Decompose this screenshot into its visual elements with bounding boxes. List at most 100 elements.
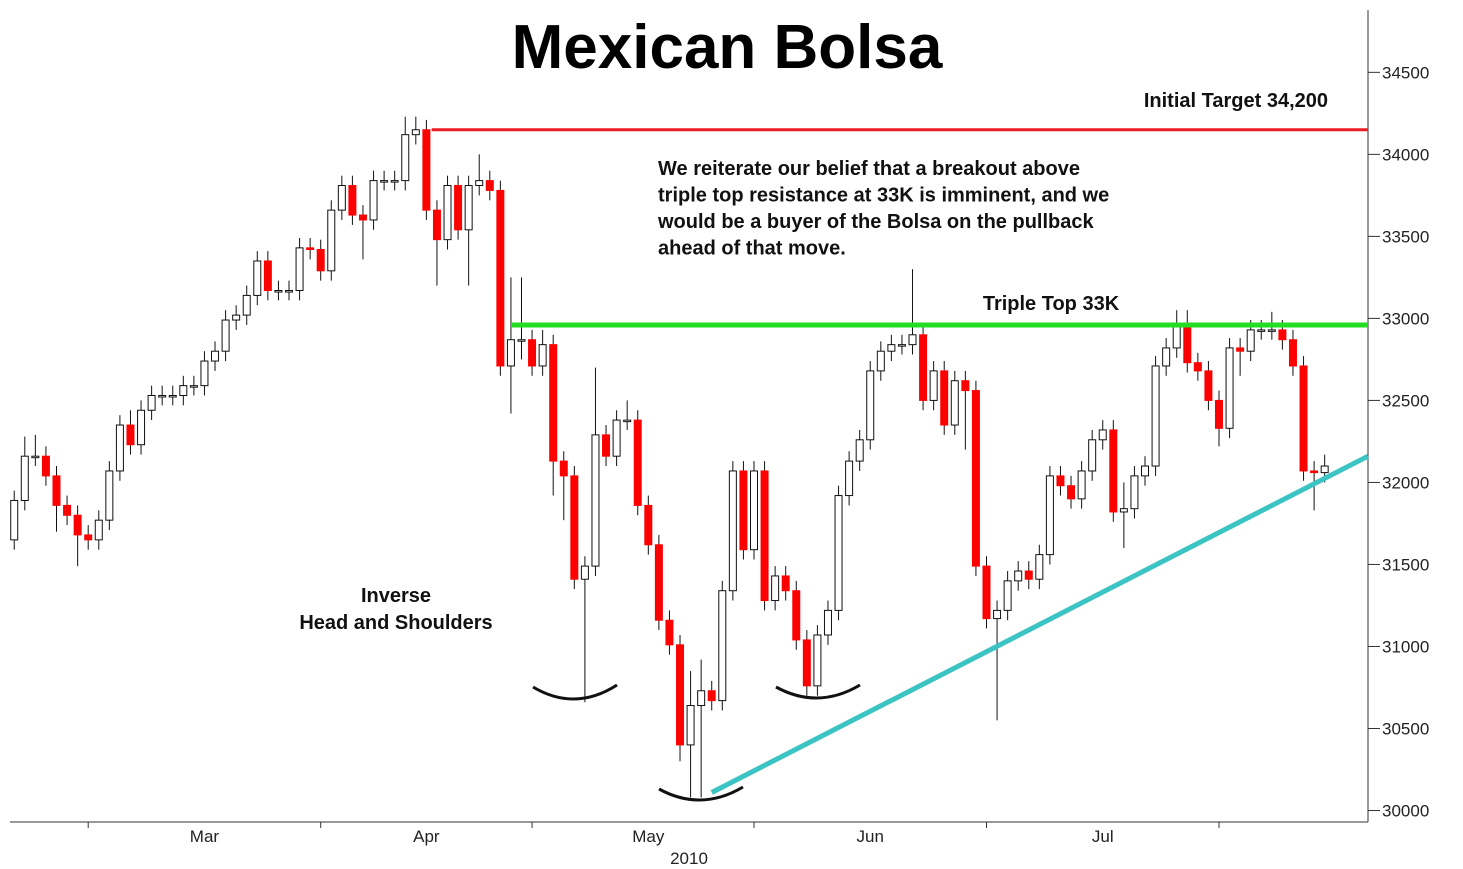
y-tick-label: 32000: [1382, 473, 1429, 492]
x-tick-label: Apr: [413, 827, 440, 846]
pattern-arcs: [532, 683, 861, 802]
y-tick-label: 32500: [1382, 391, 1429, 410]
candle-body: [179, 385, 188, 396]
commentary-line: We reiterate our belief that a breakout …: [658, 158, 1080, 180]
candle-body: [940, 370, 949, 426]
candle-body: [295, 247, 304, 292]
candle-body: [221, 319, 230, 352]
candle-body: [728, 470, 737, 592]
commentary-line: triple top resistance at 33K is imminent…: [658, 185, 1109, 207]
candle-body: [1024, 570, 1033, 580]
candle-body: [612, 419, 621, 457]
y-tick-label: 31500: [1382, 555, 1429, 574]
candle-body: [10, 499, 19, 541]
candle-body: [1109, 429, 1118, 513]
candle-body: [52, 475, 61, 506]
candle-body: [697, 690, 706, 707]
candle-body: [337, 185, 346, 211]
candle-body: [1320, 465, 1329, 474]
y-tick-label: 33500: [1382, 227, 1429, 246]
candle-body: [866, 370, 875, 441]
candle-body: [1310, 470, 1319, 474]
candle-body: [369, 180, 378, 221]
candle-body: [126, 424, 135, 446]
candle-body: [528, 339, 537, 367]
candle-body: [263, 260, 272, 292]
candle-body: [929, 370, 938, 401]
candle-body: [1172, 324, 1181, 349]
candle-body: [432, 209, 441, 241]
candle-body: [1130, 475, 1139, 510]
candle-body: [401, 134, 410, 182]
candle-body: [644, 504, 653, 546]
candle-body: [1288, 339, 1297, 367]
candle-body: [887, 344, 896, 352]
candle-body: [760, 470, 769, 602]
candle-body: [20, 455, 29, 501]
candle-body: [1204, 370, 1213, 401]
candle-body: [1077, 470, 1086, 500]
candle-body: [137, 409, 146, 446]
pattern-label: Inverse: [361, 585, 431, 607]
candle-body: [306, 247, 315, 250]
y-tick-label: 30500: [1382, 719, 1429, 738]
x-tick-label: Jul: [1092, 827, 1114, 846]
commentary-line: ahead of that move.: [658, 238, 846, 260]
candle-body: [1267, 329, 1276, 332]
candle-body: [855, 439, 864, 462]
candle-body: [993, 609, 1002, 620]
candle-body: [665, 619, 674, 646]
candle-body: [517, 339, 526, 342]
candle-body: [823, 609, 832, 636]
candle-body: [1278, 329, 1287, 341]
commentary-line: would be a buyer of the Bolsa on the pul…: [657, 211, 1094, 233]
chart-title: Mexican Bolsa: [512, 13, 943, 82]
candle-body: [358, 214, 367, 221]
candle-body: [1014, 570, 1023, 582]
candle-body: [232, 314, 241, 321]
candle-body: [961, 380, 970, 392]
candle-body: [908, 334, 917, 346]
candle-body: [718, 590, 727, 702]
candle-body: [950, 380, 959, 426]
candle-body: [971, 390, 980, 567]
candle-body: [813, 634, 822, 687]
level-label: Initial Target 34,200: [1144, 90, 1328, 112]
candle-body: [1003, 580, 1012, 611]
candle-body: [802, 639, 811, 687]
candle-body: [115, 424, 124, 472]
candle-body: [327, 209, 336, 272]
trendline: [710, 453, 1370, 795]
pattern-label: Head and Shoulders: [299, 612, 492, 634]
candle-body: [390, 180, 399, 183]
candle-body: [771, 575, 780, 602]
candle-body: [506, 339, 515, 367]
candle-body: [464, 185, 473, 231]
candle-body: [348, 185, 357, 216]
candle-body: [919, 334, 928, 401]
candle-body: [316, 248, 325, 272]
candle-body: [31, 455, 40, 459]
y-tick-label: 34500: [1382, 63, 1429, 82]
candle-body: [1067, 485, 1076, 500]
candle-body: [94, 519, 103, 541]
x-axis-label: 2010: [670, 849, 708, 868]
candle-body: [147, 394, 156, 411]
candle-body: [211, 350, 220, 362]
left-shoulder-arc: [532, 683, 618, 701]
candle-body: [559, 460, 568, 477]
candle-body: [538, 344, 547, 367]
candle-body: [897, 344, 906, 347]
candle-body: [105, 470, 114, 521]
x-tick-label: May: [632, 827, 665, 846]
candle-body: [496, 189, 505, 367]
candle-body: [454, 185, 463, 231]
candle-body: [1045, 475, 1054, 556]
candle-body: [443, 185, 452, 241]
y-tick-label: 30000: [1382, 802, 1429, 821]
x-tick-label: Mar: [190, 827, 220, 846]
head-arc: [658, 785, 744, 802]
candle-body: [834, 495, 843, 611]
candle-body: [1151, 365, 1160, 467]
